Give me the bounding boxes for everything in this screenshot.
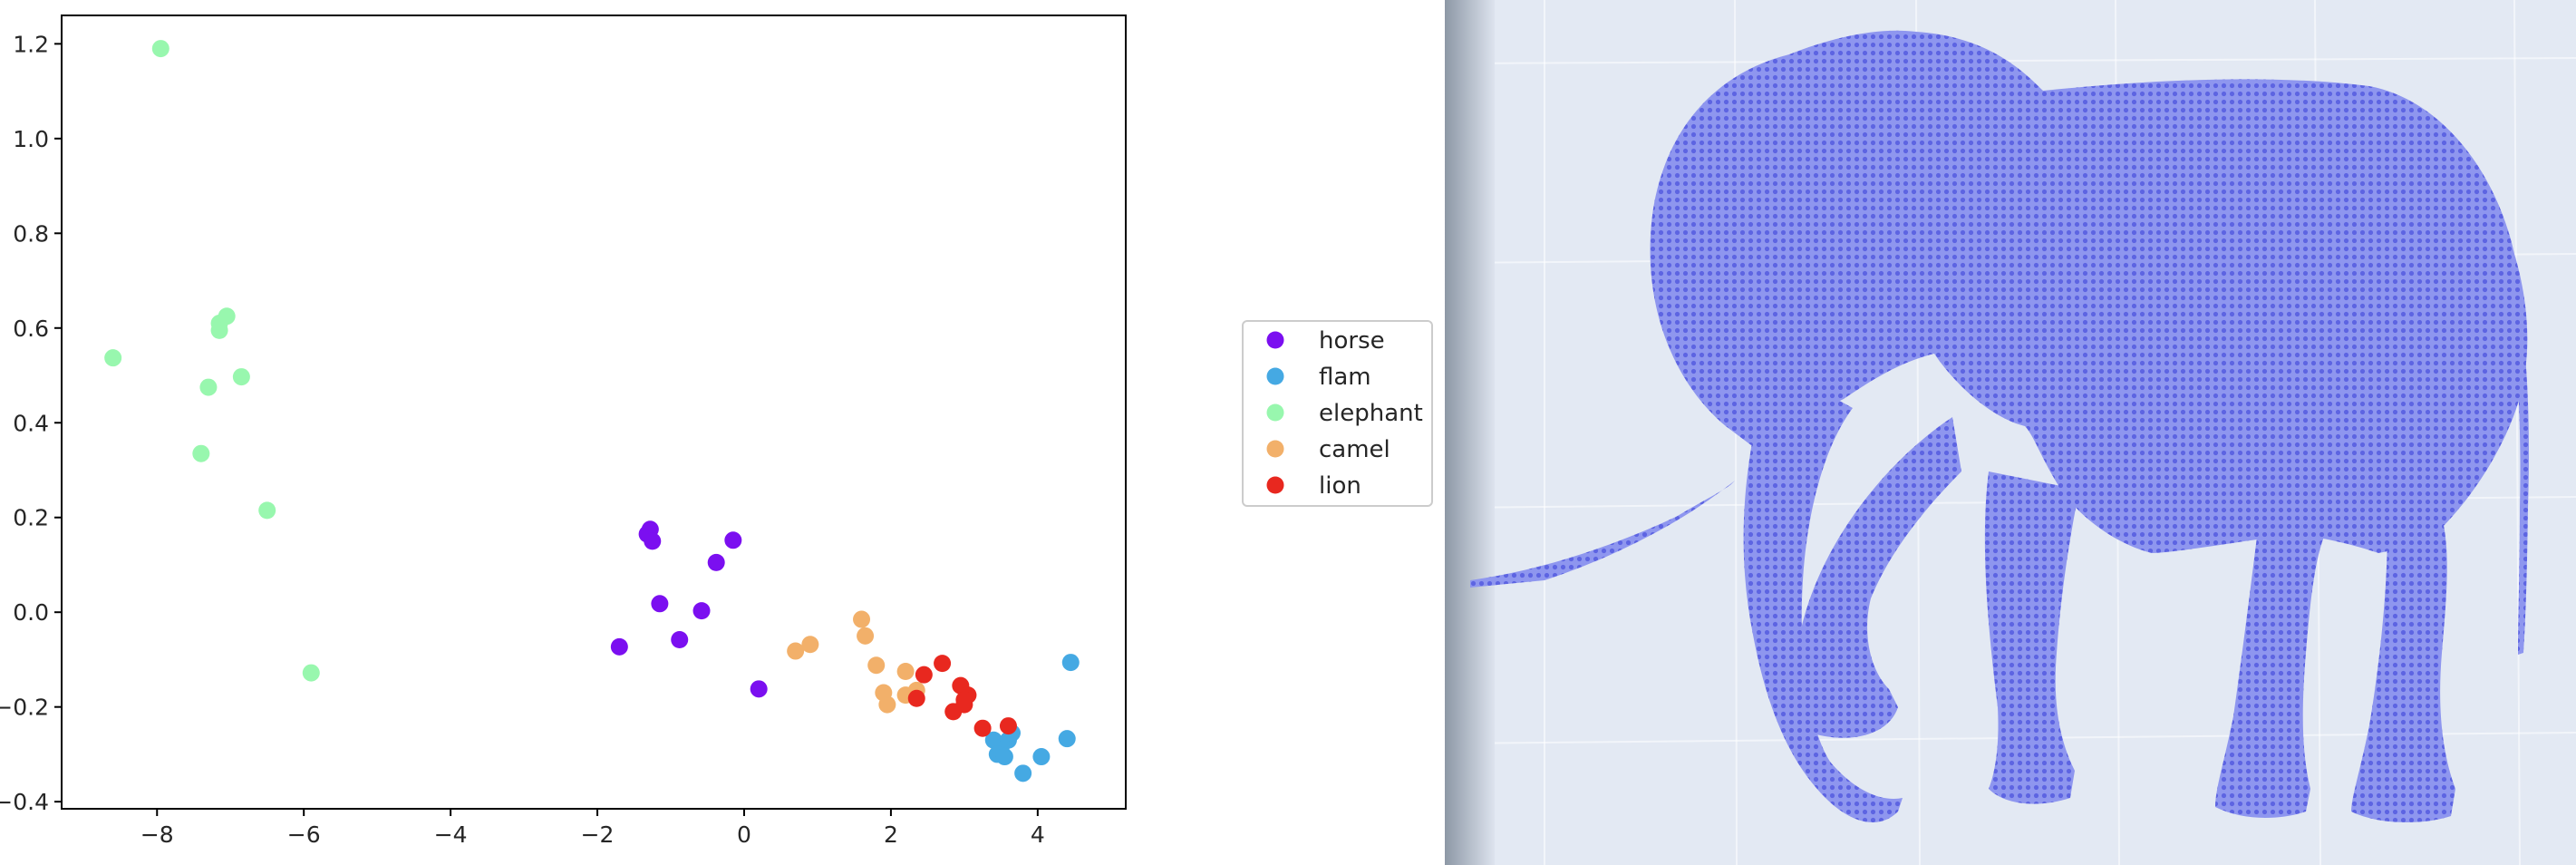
scatter-point-horse	[707, 553, 725, 571]
plot-frame	[61, 15, 1127, 810]
y-tick-label: 1.2	[13, 31, 49, 57]
y-tick-label: 0.6	[13, 316, 49, 342]
x-tick-label: 4	[1031, 821, 1045, 848]
scatter-point-lion	[999, 717, 1017, 735]
scatter-point-lion	[973, 719, 992, 737]
y-tick-label: 0.2	[13, 505, 49, 531]
scatter-point-elephant	[218, 307, 236, 326]
scatter-point-elephant	[232, 368, 250, 386]
scatter-point-horse	[692, 602, 711, 620]
scatter-point-flam	[1061, 654, 1080, 672]
scatter-chart: −8 −6 −4 −2 0 2 4 −0.4 −0.2 0.0 0.2 0.4 0.6 0.8 1.0 1.2…	[0, 15, 1433, 848]
scatter-point-elephant	[192, 444, 210, 462]
scatter-point-camel	[801, 636, 819, 654]
scatter-point-flam	[1058, 730, 1076, 748]
y-tick-label: 0.0	[13, 599, 49, 626]
scatter-point-camel	[867, 656, 886, 675]
legend-marker-horse	[1266, 331, 1284, 349]
scatter-point-lion	[955, 691, 973, 709]
scatter-point-elephant	[258, 501, 276, 520]
x-tick-label: −8	[140, 821, 174, 848]
scatter-point-lion	[907, 689, 925, 707]
legend: horse flam elephant camel lion	[1242, 320, 1433, 507]
legend-label-horse: horse	[1319, 327, 1385, 355]
scatter-point-horse	[671, 631, 689, 649]
y-tick-label: −0.4	[0, 789, 49, 815]
elephant-point-cloud	[1470, 30, 2530, 822]
scatter-point-horse	[651, 595, 669, 613]
scatter-point-camel	[857, 627, 875, 645]
legend-marker-camel	[1266, 440, 1284, 458]
y-tick-label: 0.4	[13, 410, 49, 436]
y-tick-label: 0.8	[13, 220, 49, 247]
legend-label-flam: flam	[1319, 364, 1371, 391]
x-tick-label: 0	[737, 821, 751, 848]
legend-marker-lion	[1266, 476, 1284, 494]
scatter-point-elephant	[151, 40, 169, 58]
x-tick-label: −2	[581, 821, 615, 848]
legend-marker-flam	[1266, 367, 1284, 385]
legend-label-lion: lion	[1319, 472, 1361, 500]
scatter-point-elephant	[302, 664, 320, 682]
scatter-point-lion	[944, 703, 963, 721]
elephant-point-cloud-render	[1445, 0, 2576, 865]
scatter-point-camel	[853, 610, 871, 628]
x-tick-label: −6	[287, 821, 321, 848]
scatter-point-horse	[724, 531, 742, 549]
legend-box	[1242, 320, 1433, 507]
legend-marker-elephant	[1266, 403, 1284, 422]
scatter-point-horse	[610, 637, 628, 656]
x-tick-label: −4	[434, 821, 468, 848]
scatter-point-lion	[934, 655, 952, 673]
legend-label-elephant: elephant	[1319, 400, 1423, 427]
scatter-point-camel	[896, 663, 915, 681]
y-tick-label: 1.0	[13, 126, 49, 152]
x-tick-label: 2	[884, 821, 898, 848]
scatter-point-flam	[1014, 764, 1032, 782]
render-left-shadow	[1445, 0, 1495, 865]
scatter-point-flam	[1032, 748, 1051, 766]
y-tick-label: −0.2	[0, 695, 49, 721]
axis-ticks: −8 −6 −4 −2 0 2 4 −0.4 −0.2 0.0 0.2 0.4 0.6 0.8 1.0 1.2	[0, 31, 1045, 848]
legend-label-camel: camel	[1319, 436, 1390, 463]
scatter-point-horse	[644, 532, 662, 550]
scatter-points	[104, 40, 1080, 782]
scatter-point-horse	[750, 680, 768, 698]
scatter-point-lion	[915, 666, 933, 684]
scatter-point-camel	[787, 642, 805, 660]
scatter-point-camel	[878, 695, 896, 714]
scatter-point-elephant	[104, 349, 122, 367]
scatter-point-elephant	[199, 378, 218, 396]
scatter-point-flam	[995, 748, 1013, 766]
